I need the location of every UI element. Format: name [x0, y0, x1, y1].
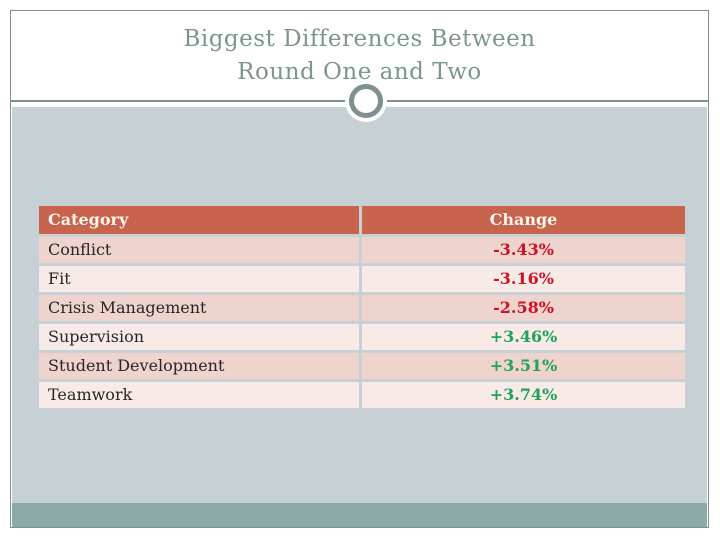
category-cell: Teamwork	[39, 382, 359, 408]
change-table: Category Change Conflict -3.43% Fit -3.1…	[39, 206, 685, 408]
table-header-row: Category Change	[39, 206, 685, 234]
table-row: Fit -3.16%	[39, 266, 685, 292]
circle-ornament-icon	[349, 84, 383, 118]
category-cell: Crisis Management	[39, 295, 359, 321]
title-line-1: Biggest Differences Between	[183, 26, 536, 52]
title-line-2: Round One and Two	[237, 59, 482, 85]
header-category: Category	[39, 206, 359, 234]
category-cell: Conflict	[39, 237, 359, 263]
title-area: Biggest Differences Between Round One an…	[11, 11, 708, 101]
table-row: Conflict -3.43%	[39, 237, 685, 263]
slide-title: Biggest Differences Between Round One an…	[183, 23, 535, 89]
change-cell: -2.58%	[362, 295, 685, 321]
category-cell: Student Development	[39, 353, 359, 379]
change-cell: -3.43%	[362, 237, 685, 263]
slide-frame: Biggest Differences Between Round One an…	[10, 10, 709, 528]
table-row: Crisis Management -2.58%	[39, 295, 685, 321]
table-row: Supervision +3.46%	[39, 324, 685, 350]
category-cell: Fit	[39, 266, 359, 292]
change-cell: +3.74%	[362, 382, 685, 408]
change-cell: -3.16%	[362, 266, 685, 292]
header-change: Change	[362, 206, 685, 234]
change-cell: +3.51%	[362, 353, 685, 379]
table-row: Teamwork +3.74%	[39, 382, 685, 408]
category-cell: Supervision	[39, 324, 359, 350]
table-row: Student Development +3.51%	[39, 353, 685, 379]
change-cell: +3.46%	[362, 324, 685, 350]
bottom-accent-band	[12, 503, 707, 527]
